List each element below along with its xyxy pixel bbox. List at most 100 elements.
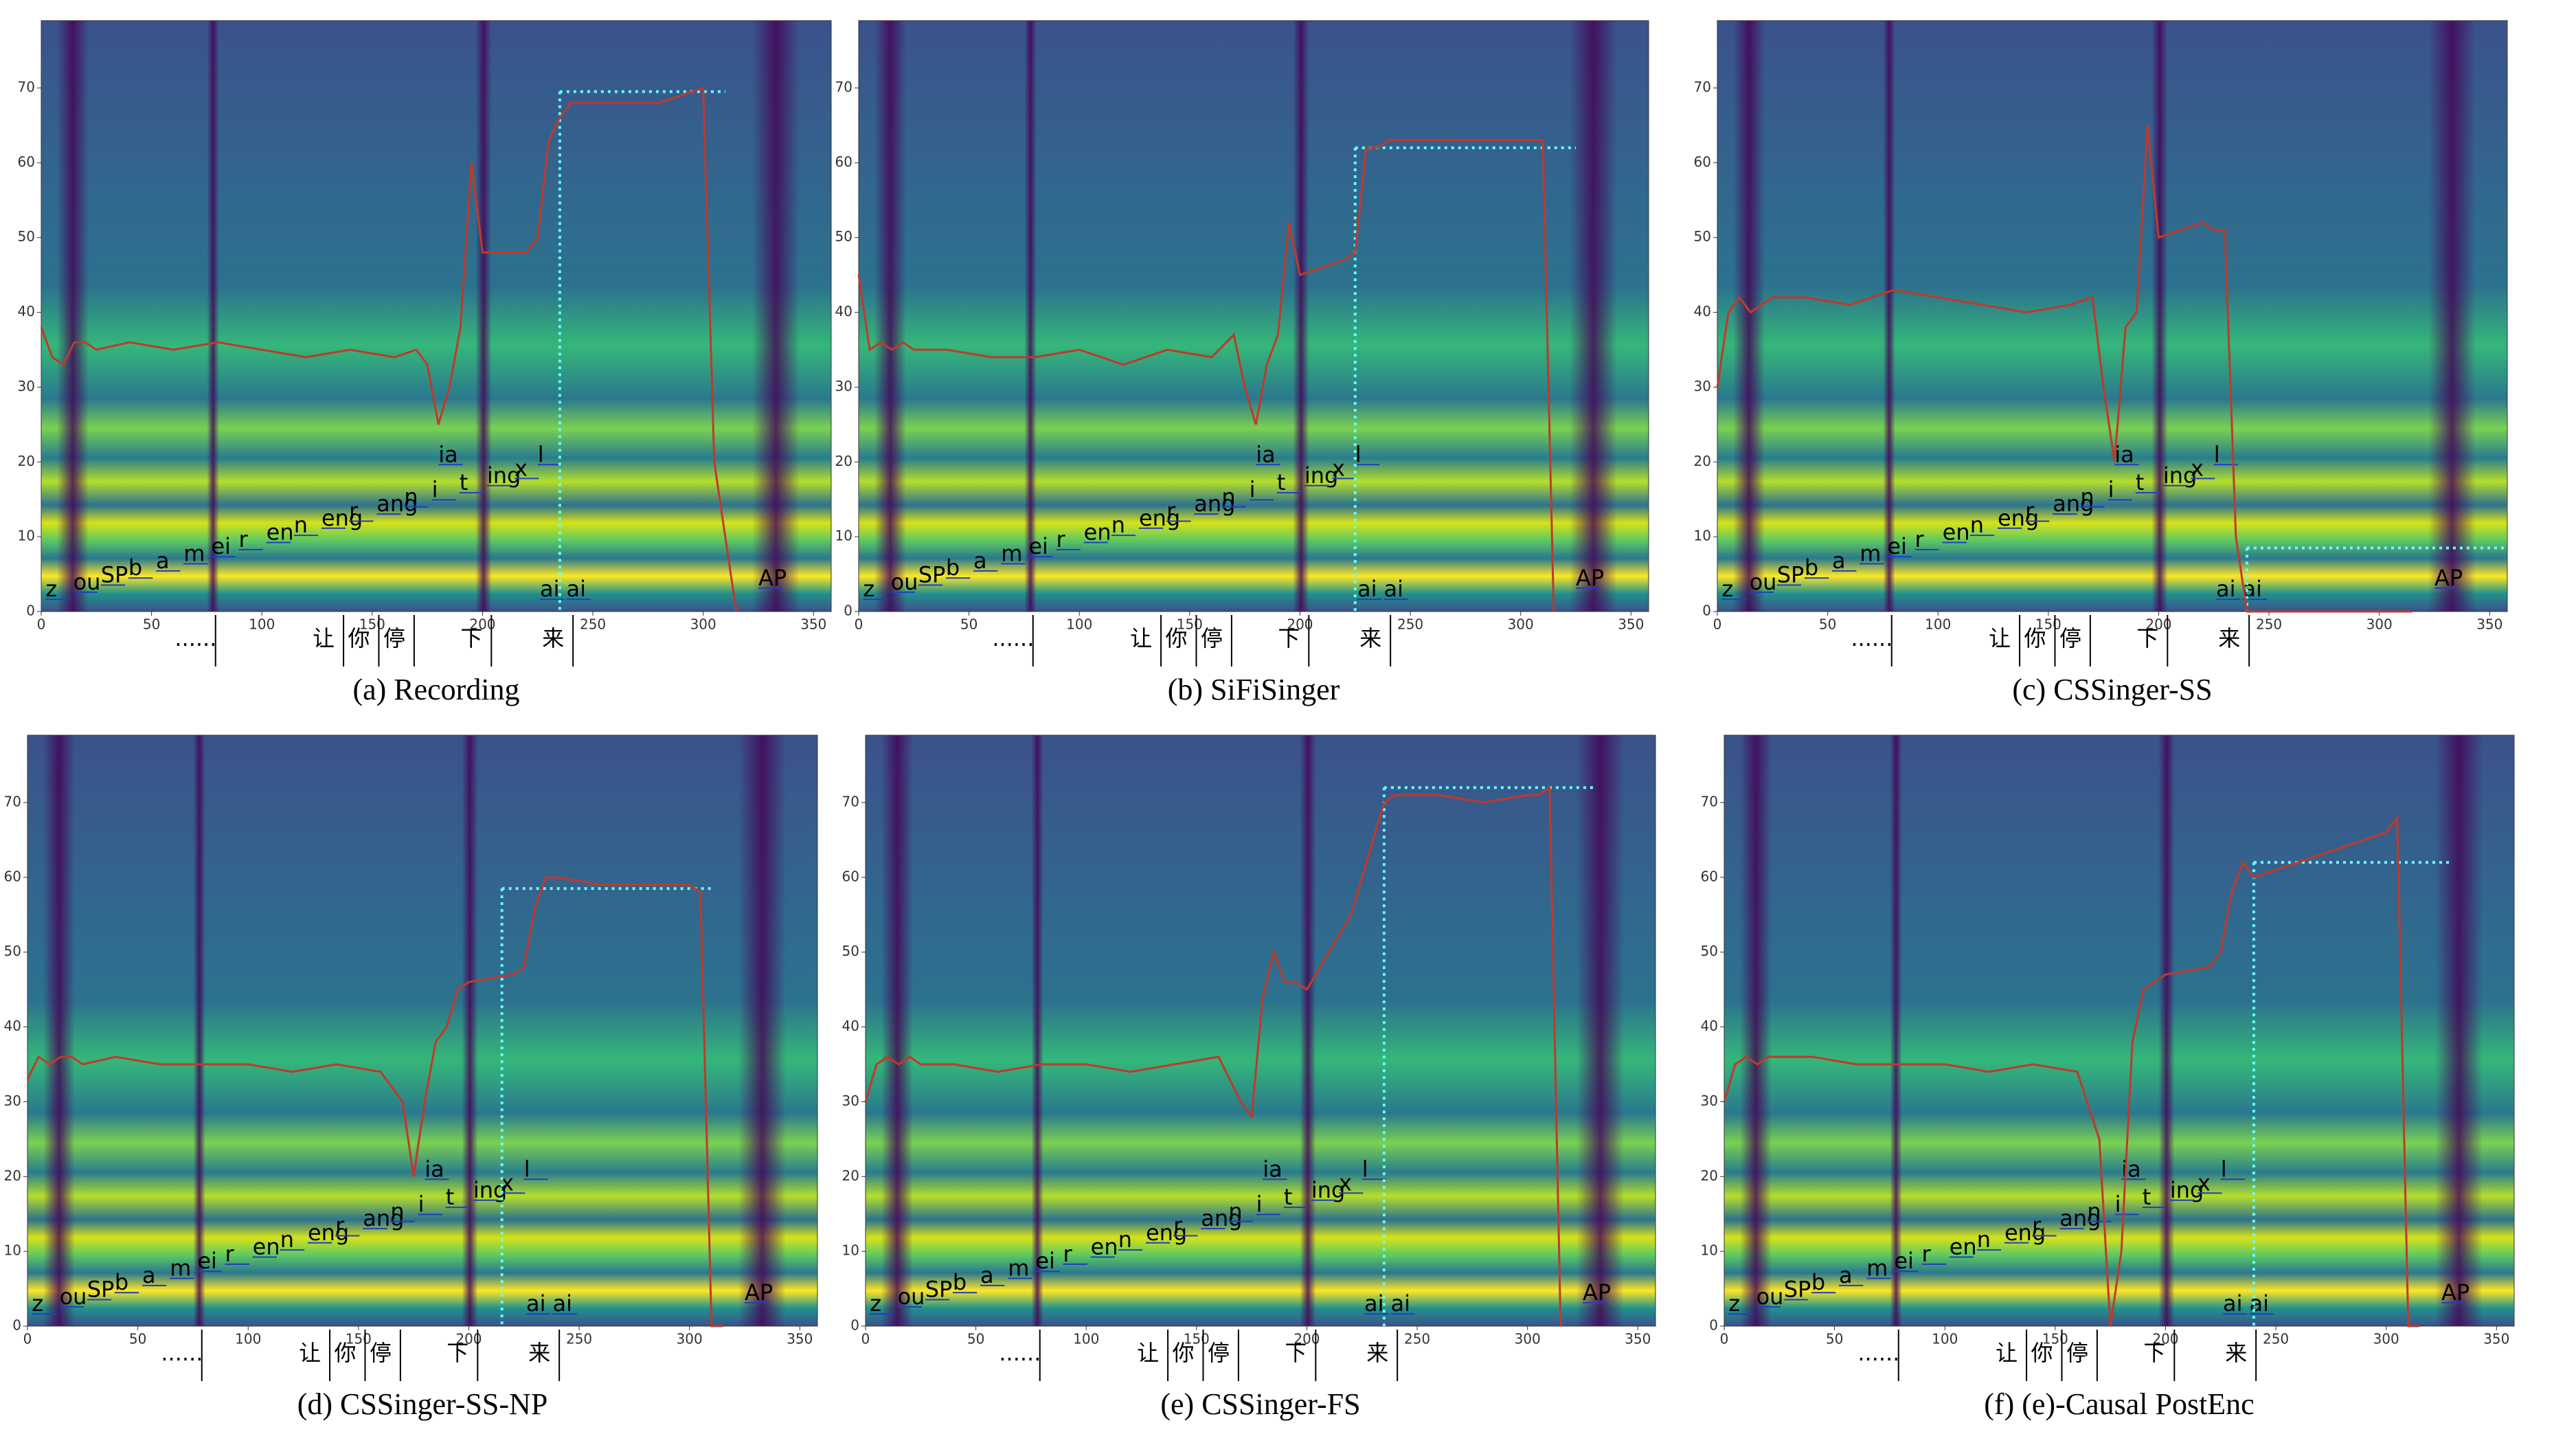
x-tick-label: 0 — [37, 616, 46, 633]
phoneme-label: m — [1866, 1255, 1888, 1281]
y-tick-label: 50 — [835, 228, 852, 245]
character-label: 来 — [2218, 625, 2240, 651]
phoneme-label: l — [1355, 441, 1362, 467]
spectrogram-shade — [1031, 735, 1043, 1326]
spectrogram-shade — [1890, 735, 1902, 1326]
phoneme-label: ai — [1364, 1290, 1384, 1317]
x-tick-label: 50 — [960, 616, 978, 633]
x-tick-label: 350 — [1625, 1331, 1651, 1347]
character-label: 你 — [335, 1340, 357, 1366]
character-label: 下 — [2143, 1340, 2165, 1366]
spectrogram-shade — [752, 21, 800, 612]
y-tick-label: 30 — [18, 378, 35, 394]
spectrogram-shade — [462, 735, 478, 1326]
y-tick-label: 40 — [835, 303, 852, 320]
y-tick-label: 20 — [1701, 1167, 1718, 1184]
y-tick-label: 70 — [835, 78, 852, 95]
y-tick-label: 60 — [835, 153, 852, 170]
x-tick-label: 250 — [580, 616, 606, 633]
character-label: 你 — [2024, 625, 2046, 651]
phoneme-label: SP — [1777, 562, 1805, 588]
y-tick-label: 10 — [835, 528, 852, 544]
spectrogram-shade — [1300, 735, 1316, 1326]
character-label: 停 — [383, 625, 405, 651]
phoneme-label: m — [170, 1255, 191, 1281]
character-label: 让 — [1130, 625, 1152, 651]
phoneme-label: m — [1860, 541, 1881, 567]
spectrogram-shade — [2151, 21, 2168, 612]
phoneme-label: ing — [1304, 462, 1338, 489]
y-tick-label: 10 — [4, 1242, 21, 1259]
phoneme-label: ai — [2216, 576, 2236, 602]
phoneme-label: i — [418, 1191, 425, 1217]
y-tick-label: 0 — [844, 603, 852, 619]
phoneme-label: ai — [567, 576, 587, 602]
phoneme-label: ia — [1256, 441, 1276, 467]
caption: (a) Recording — [352, 673, 519, 706]
phoneme-label: n — [390, 1198, 404, 1224]
phoneme-label: z — [870, 1290, 881, 1317]
phoneme-label: r — [2025, 497, 2035, 524]
phoneme-label: ai — [553, 1290, 573, 1317]
plot-frame — [858, 20, 1649, 612]
x-tick-label: 300 — [690, 616, 716, 633]
spectrogram — [1717, 21, 2507, 612]
phoneme-label: t — [1277, 469, 1286, 495]
phoneme-label: ia — [425, 1156, 444, 1182]
plot-frame — [27, 735, 818, 1327]
phoneme-label: en — [1091, 1233, 1118, 1259]
character-label: 停 — [370, 1340, 392, 1366]
phoneme-label: z — [1728, 1290, 1740, 1317]
phoneme-label: l — [524, 1156, 530, 1182]
phoneme-label: n — [294, 512, 308, 538]
phoneme-label: AP — [745, 1279, 773, 1306]
phoneme-label: AP — [1576, 565, 1604, 591]
caption: (d) CSSinger-SS-NP — [297, 1387, 548, 1421]
phoneme-label: x — [1339, 1169, 1352, 1196]
f0-curve — [1716, 125, 2413, 613]
phoneme-label: ang — [1194, 491, 1235, 517]
phoneme-label: AP — [1583, 1279, 1611, 1306]
phoneme-label: ou — [891, 569, 918, 595]
phoneme-label: r — [1922, 1241, 1932, 1267]
plot-frame — [1717, 20, 2508, 612]
character-label: ...... — [1851, 625, 1893, 651]
phoneme-label: z — [32, 1290, 43, 1317]
y-tick-label: 70 — [842, 793, 859, 809]
f0-curve — [1723, 814, 2419, 1327]
phoneme-label: a — [142, 1262, 156, 1288]
x-tick-label: 100 — [1073, 1331, 1099, 1347]
x-tick-label: 150 — [346, 1331, 372, 1347]
phoneme-label: l — [2221, 1156, 2227, 1182]
phoneme-label: m — [1001, 541, 1022, 567]
f0-curve — [864, 785, 1562, 1327]
character-label: 来 — [542, 625, 564, 651]
character-label: 下 — [447, 1340, 468, 1366]
phoneme-label: l — [1362, 1156, 1368, 1182]
character-label: 让 — [1137, 1340, 1159, 1366]
y-tick-label: 50 — [842, 943, 859, 959]
f0-curve — [26, 876, 723, 1327]
x-tick-label: 150 — [1177, 616, 1203, 633]
character-label: ...... — [161, 1340, 203, 1366]
phoneme-label: ei — [211, 533, 231, 559]
y-tick-label: 20 — [18, 453, 35, 469]
phoneme-label: SP — [101, 562, 128, 588]
spectrogram-shade — [43, 735, 75, 1326]
character-label: 你 — [1166, 625, 1188, 651]
plot-frame — [1724, 735, 2515, 1327]
x-tick-label: 150 — [1184, 1331, 1210, 1347]
y-tick-label: 30 — [842, 1093, 859, 1109]
phoneme-label: ei — [1028, 533, 1048, 559]
x-tick-label: 0 — [855, 616, 863, 633]
character-label: 来 — [1366, 1340, 1388, 1366]
x-tick-label: 50 — [129, 1331, 146, 1347]
y-tick-label: 50 — [4, 943, 21, 959]
character-label: 下 — [1285, 1340, 1307, 1366]
spectrogram — [1724, 735, 2514, 1326]
y-tick-label: 50 — [1694, 228, 1711, 245]
x-tick-label: 250 — [1397, 616, 1423, 633]
phoneme-label: ai — [2250, 1290, 2270, 1317]
phoneme-label: ou — [1750, 569, 1777, 595]
